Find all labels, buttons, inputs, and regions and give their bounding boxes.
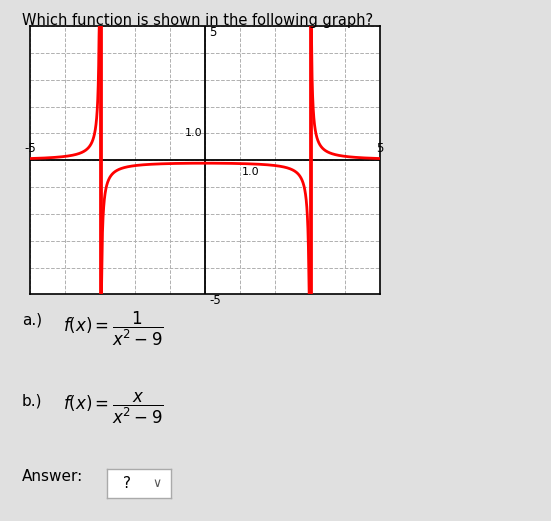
Text: $f(x) = \dfrac{x}{x^2 - 9}$: $f(x) = \dfrac{x}{x^2 - 9}$: [63, 391, 164, 426]
Text: Which function is shown in the following graph?: Which function is shown in the following…: [22, 13, 373, 28]
Text: -5: -5: [209, 294, 221, 307]
Text: a.): a.): [22, 313, 42, 328]
Text: ∨: ∨: [152, 477, 161, 490]
Text: -5: -5: [24, 142, 36, 155]
Text: $f(x) = \dfrac{1}{x^2 - 9}$: $f(x) = \dfrac{1}{x^2 - 9}$: [63, 310, 164, 349]
Text: ?: ?: [123, 476, 131, 491]
Text: b.): b.): [22, 393, 42, 408]
Text: 5: 5: [209, 26, 217, 39]
Text: Answer:: Answer:: [22, 469, 83, 484]
Text: 1.0: 1.0: [185, 128, 202, 139]
Text: 1.0: 1.0: [242, 167, 260, 177]
Text: 5: 5: [376, 142, 384, 155]
